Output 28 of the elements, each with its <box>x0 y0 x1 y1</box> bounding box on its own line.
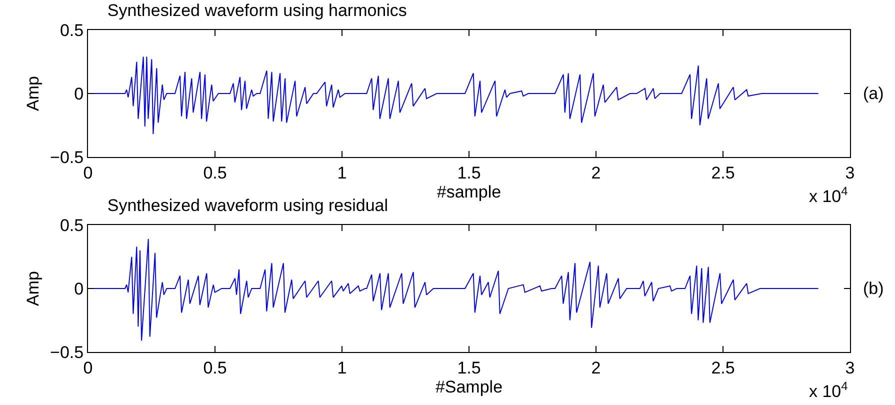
chart-title: Synthesized waveform using residual <box>107 196 388 215</box>
x-tick-label: 3 <box>845 358 855 378</box>
x-tick-label: 1 <box>337 163 347 182</box>
x-axis-title: #Sample <box>435 377 503 396</box>
text: (b) <box>863 279 884 298</box>
y-tick-label: 0 <box>74 84 84 104</box>
chart-title: Synthesized waveform using harmonics <box>107 0 407 20</box>
text: x 10$^{4}$ <box>809 184 848 206</box>
x-tick-label: 0.5 <box>203 358 227 378</box>
y-tick-label: 0.5 <box>60 20 84 40</box>
x-tick-label: 2.5 <box>711 163 735 182</box>
x-tick-label: 2 <box>591 358 601 378</box>
y-axis-title: Amp <box>24 271 43 306</box>
text: (a) <box>863 84 884 103</box>
x-tick-label: 3 <box>845 163 855 182</box>
y-tick-label: 0.5 <box>60 216 84 235</box>
x-tick-label: 1 <box>337 358 347 378</box>
y-tick-label: −0.5 <box>50 342 84 362</box>
x-tick-label: 1.5 <box>457 358 481 378</box>
y-tick-label: 0 <box>74 279 84 298</box>
x-axis-title: #sample <box>436 182 502 202</box>
x-tick-label: 0.5 <box>203 163 227 182</box>
x-tick-label: 1.5 <box>457 163 481 182</box>
y-tick-label: −0.5 <box>50 148 84 167</box>
text: x 10$^{4}$ <box>809 379 848 402</box>
y-axis-title: Amp <box>24 76 43 111</box>
x-tick-label: 2.5 <box>711 358 735 378</box>
x-tick-label: 2 <box>591 163 601 182</box>
